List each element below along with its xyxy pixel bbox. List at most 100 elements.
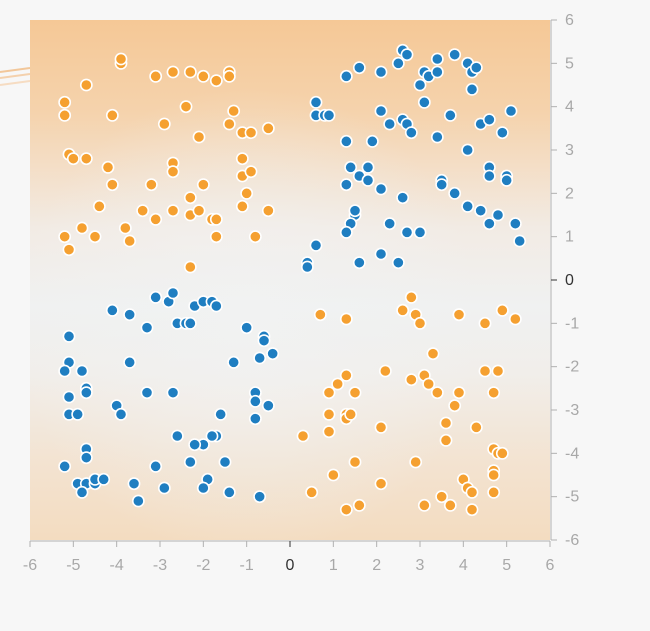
positive-point	[491, 208, 505, 222]
positive-point	[253, 490, 267, 504]
positive-point	[417, 95, 431, 109]
positive-point	[123, 355, 137, 369]
positive-point	[322, 108, 336, 122]
negative-point	[413, 316, 427, 330]
positive-point	[214, 407, 228, 421]
y-tick-label: 0	[565, 272, 574, 289]
positive-point	[218, 455, 232, 469]
decorative-strokes	[0, 67, 31, 86]
negative-point	[487, 386, 501, 400]
negative-point	[396, 303, 410, 317]
positive-point	[309, 95, 323, 109]
negative-point	[261, 204, 275, 218]
x-tick-label: -3	[153, 557, 167, 574]
negative-point	[352, 498, 366, 512]
positive-point	[257, 334, 271, 348]
positive-point	[430, 52, 444, 66]
negative-point	[322, 386, 336, 400]
negative-point	[58, 230, 72, 244]
negative-point	[227, 104, 241, 118]
positive-point	[383, 217, 397, 231]
positive-point	[300, 260, 314, 274]
y-tick-label: -2	[565, 359, 579, 376]
negative-point	[244, 126, 258, 140]
positive-point	[461, 143, 475, 157]
positive-point	[149, 459, 163, 473]
positive-point	[361, 173, 375, 187]
negative-point	[443, 498, 457, 512]
negative-point	[426, 347, 440, 361]
positive-point	[248, 412, 262, 426]
positive-point	[79, 386, 93, 400]
positive-point	[79, 451, 93, 465]
negative-point	[196, 69, 210, 83]
negative-point	[322, 425, 336, 439]
negative-point	[183, 191, 197, 205]
negative-point	[452, 386, 466, 400]
positive-point	[435, 178, 449, 192]
negative-point	[439, 416, 453, 430]
negative-point	[79, 78, 93, 92]
positive-point	[448, 186, 462, 200]
x-tick-label: 2	[372, 557, 381, 574]
negative-point	[374, 420, 388, 434]
negative-point	[374, 477, 388, 491]
negative-point	[235, 199, 249, 213]
positive-point	[166, 286, 180, 300]
negative-point	[66, 152, 80, 166]
negative-point	[149, 212, 163, 226]
y-tick-label: 4	[565, 99, 574, 116]
positive-point	[166, 386, 180, 400]
negative-point	[452, 308, 466, 322]
negative-point	[248, 230, 262, 244]
negative-point	[465, 485, 479, 499]
positive-point	[413, 225, 427, 239]
positive-point	[183, 316, 197, 330]
positive-point	[469, 61, 483, 75]
positive-point	[474, 204, 488, 218]
negative-point	[305, 485, 319, 499]
negative-point	[478, 364, 492, 378]
positive-point	[361, 160, 375, 174]
positive-point	[500, 173, 514, 187]
y-tick-label: 3	[565, 142, 574, 159]
negative-point	[244, 165, 258, 179]
positive-point	[131, 494, 145, 508]
negative-point	[79, 152, 93, 166]
negative-point	[101, 160, 115, 174]
positive-point	[482, 169, 496, 183]
negative-point	[465, 503, 479, 517]
positive-point	[495, 126, 509, 140]
x-tick-label: 0	[286, 557, 295, 574]
positive-point	[465, 82, 479, 96]
positive-point	[413, 78, 427, 92]
negative-point	[487, 468, 501, 482]
positive-point	[105, 303, 119, 317]
positive-point	[391, 256, 405, 270]
negative-point	[430, 386, 444, 400]
negative-point	[179, 100, 193, 114]
negative-point	[222, 69, 236, 83]
y-tick-label: -3	[565, 402, 579, 419]
negative-point	[339, 368, 353, 382]
y-tick-label: -6	[565, 532, 579, 549]
x-tick-label: -2	[196, 557, 210, 574]
x-tick-label: -5	[66, 557, 80, 574]
negative-point	[439, 433, 453, 447]
positive-point	[205, 429, 219, 443]
negative-point	[196, 178, 210, 192]
negative-point	[235, 152, 249, 166]
negative-point	[344, 407, 358, 421]
positive-point	[140, 321, 154, 335]
negative-point	[105, 108, 119, 122]
negative-point	[404, 373, 418, 387]
negative-point	[136, 204, 150, 218]
positive-point	[248, 394, 262, 408]
positive-point	[339, 178, 353, 192]
x-tick-label: 4	[459, 557, 468, 574]
negative-point	[166, 65, 180, 79]
negative-point	[222, 117, 236, 131]
positive-point	[62, 329, 76, 343]
